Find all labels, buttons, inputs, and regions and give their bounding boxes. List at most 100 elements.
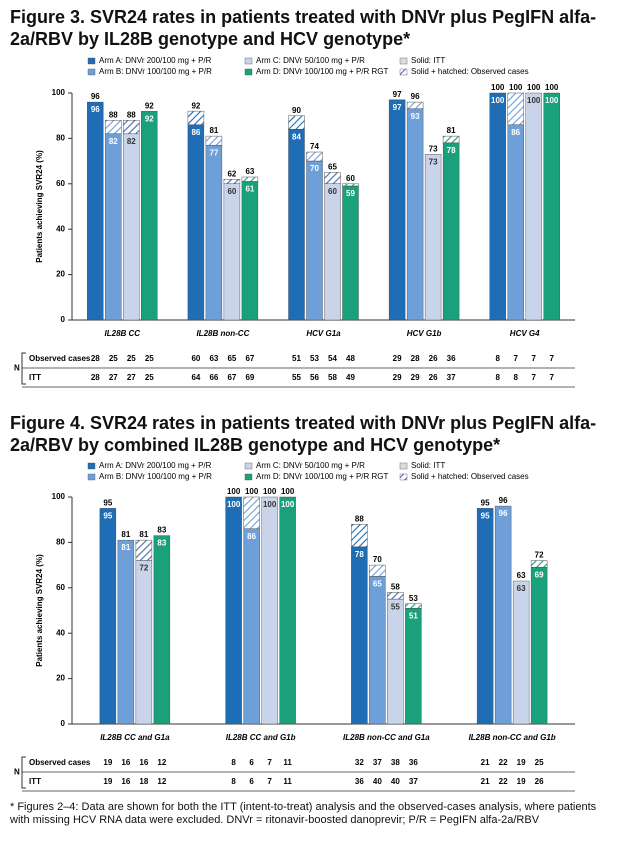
table-bracket [21,352,26,385]
observed-value-label: 53 [409,594,418,603]
legend-label: Arm C: DNVr 50/100 mg + P/R [256,461,365,470]
y-tick-label: 80 [56,538,65,547]
itt-value-label: 95 [103,511,112,520]
observed-value-label: 81 [139,530,148,539]
observed-value-label: 100 [491,83,505,92]
itt-bar [87,101,104,321]
itt-value-label: 55 [391,602,400,611]
table-cell: 8 [231,758,236,767]
table-cell: 51 [292,354,301,363]
table-cell: 22 [499,777,508,786]
observed-value-label: 100 [263,487,277,496]
table-cell: 48 [346,354,355,363]
legend-label: Arm B: DNVr 100/100 mg + P/R [99,472,212,481]
table-row-label: Observed cases [29,354,91,363]
table-cell: 67 [245,354,254,363]
observed-hatched-bar [306,151,323,162]
observed-value-label: 81 [209,126,218,135]
observed-hatched-bar [351,523,368,548]
y-tick-label: 40 [56,224,65,233]
legend-swatch [399,473,408,481]
legend-swatch [244,68,253,76]
itt-value-label: 100 [527,96,541,105]
itt-value-label: 59 [346,189,355,198]
observed-value-label: 72 [535,551,544,560]
observed-hatched-bar [387,592,404,600]
table-cell: 25 [145,373,154,382]
table-cell: 36 [409,758,418,767]
figure-title: Figure 4. SVR24 rates in patients treate… [10,413,597,455]
table-cell: 16 [139,758,148,767]
legend-label: Solid: ITT [411,461,445,470]
observed-value-label: 65 [328,163,337,172]
footnote: * Figures 2–4: Data are shown for both t… [10,801,597,826]
itt-value-label: 51 [409,611,418,620]
x-tick-label: IL28B non-CC [196,329,249,338]
observed-value-label: 95 [103,498,112,507]
table-cell: 26 [429,354,438,363]
itt-value-label: 82 [127,137,136,146]
itt-value-label: 96 [499,509,508,518]
legend-swatch [87,462,96,470]
observed-value-label: 62 [227,169,236,178]
x-tick-label: HCV G1a [306,329,341,338]
itt-value-label: 78 [355,550,364,559]
itt-value-label: 92 [145,114,154,123]
table-cell: 28 [91,354,100,363]
observed-hatched-bar [288,115,305,130]
itt-bar [99,508,117,725]
table-cell: 19 [103,758,112,767]
table-cell: 8 [495,354,500,363]
itt-value-label: 78 [447,146,456,155]
observed-hatched-bar [530,560,548,568]
legend-label: Solid + hatched: Observed cases [411,472,529,481]
observed-value-label: 70 [373,555,382,564]
y-tick-label: 100 [52,88,66,97]
observed-value-label: 96 [499,496,508,505]
observed-value-label: 60 [346,174,355,183]
itt-bar [205,145,223,321]
itt-value-label: 60 [328,187,337,196]
table-cell: 11 [283,758,292,767]
itt-bar [405,608,422,725]
observed-value-label: 58 [391,582,400,591]
table-cell: 40 [373,777,382,786]
itt-bar [351,546,368,725]
table-cell: 25 [535,758,544,767]
legend-swatch [87,473,96,481]
table-cell: 66 [209,373,218,382]
itt-value-label: 69 [535,570,544,579]
legend-swatch [87,57,96,65]
itt-value-label: 86 [511,128,520,137]
charts: Arm A: DNVr 200/100 mg + P/R Arm B: DNVr … [14,56,575,792]
table-cell: 26 [535,777,544,786]
table-cell: 19 [517,758,526,767]
itt-value-label: 65 [373,580,382,589]
table-cell: 37 [447,373,456,382]
table-cell: 27 [127,373,136,382]
itt-bar [507,124,524,321]
table-cell: 69 [245,373,254,382]
observed-value-label: 100 [509,83,523,92]
table-cell: 19 [103,777,112,786]
table-cell: 7 [267,777,272,786]
observed-hatched-bar [241,176,259,182]
y-axis-label: Patients achieving SVR24 (%) [35,554,44,667]
observed-value-label: 95 [481,498,490,507]
itt-bar [476,508,494,725]
itt-value-label: 97 [393,103,402,112]
legend-label: Arm B: DNVr 100/100 mg + P/R [99,67,212,76]
table-cell: 40 [391,777,400,786]
table-cell: 22 [499,758,508,767]
itt-value-label: 72 [139,564,148,573]
table-cell: 53 [310,354,319,363]
observed-hatched-bar [442,135,460,144]
itt-bar [512,580,530,725]
observed-value-label: 88 [109,110,118,119]
y-tick-label: 0 [61,315,66,324]
observed-value-label: 100 [227,487,241,496]
table-cell: 38 [391,758,400,767]
table-cell: 67 [227,373,236,382]
y-tick-label: 80 [56,134,65,143]
table-cell: 36 [447,354,456,363]
